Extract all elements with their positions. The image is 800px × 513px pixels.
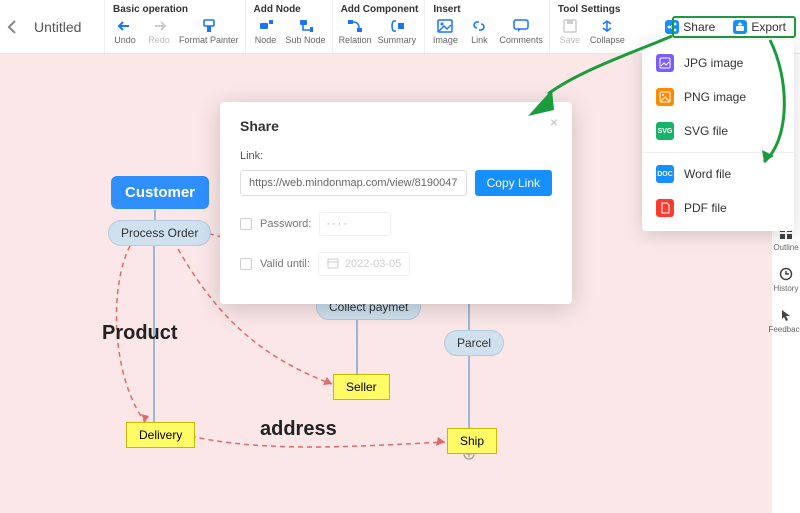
close-icon[interactable]: × [550, 114, 558, 130]
toolbar-group-title: Tool Settings [556, 4, 625, 15]
insert-image-button[interactable]: Image [431, 17, 459, 45]
add-node-button[interactable]: Node [252, 17, 280, 45]
toolbar-group-title: Add Component [339, 4, 419, 15]
toolbar-group-title: Basic operation [111, 4, 239, 15]
undo-icon [116, 17, 134, 35]
image-icon [436, 17, 454, 35]
valid-until-input[interactable]: 2022-03-05 [318, 252, 410, 276]
password-label: Password: [260, 218, 311, 230]
add-subnode-button[interactable]: Sub Node [286, 17, 326, 45]
share-modal: Share × Link: Copy Link Password: Valid … [220, 102, 572, 304]
relation-button[interactable]: Relation [339, 17, 372, 45]
link-icon [470, 17, 488, 35]
node-delivery[interactable]: Delivery [126, 422, 195, 448]
toolbar-group-add-component: Add Component Relation Summary [332, 0, 425, 53]
relation-icon [346, 17, 364, 35]
insert-link-button[interactable]: Link [465, 17, 493, 45]
collapse-icon [598, 17, 616, 35]
valid-until-label: Valid until: [260, 258, 310, 270]
share-link-label: Link: [240, 150, 552, 162]
format-painter-icon [200, 17, 218, 35]
node-customer[interactable]: Customer [111, 176, 209, 209]
history-icon [778, 266, 794, 282]
redo-icon [150, 17, 168, 35]
jpg-icon [656, 54, 674, 72]
export-dropdown: JPG image PNG image SVG SVG file DOC Wor… [642, 40, 794, 231]
redo-button[interactable]: Redo [145, 17, 173, 45]
svg-icon: SVG [656, 122, 674, 140]
node-parcel[interactable]: Parcel [444, 330, 504, 356]
pdf-icon [656, 199, 674, 217]
node-ship[interactable]: Ship [447, 428, 497, 454]
summary-icon [388, 17, 406, 35]
save-icon [561, 17, 579, 35]
rail-history-button[interactable]: History [774, 266, 799, 293]
valid-until-checkbox[interactable] [240, 258, 252, 270]
rail-feedback-button[interactable]: Feedback [768, 307, 800, 334]
toolbar-group-basic: Basic operation Undo Redo Format Painter [104, 0, 245, 53]
document-title[interactable]: Untitled [24, 0, 104, 53]
summary-button[interactable]: Summary [378, 17, 417, 45]
node-icon [257, 17, 275, 35]
edge-label-product: Product [102, 322, 178, 345]
node-process-order[interactable]: Process Order [108, 220, 211, 246]
dropdown-separator [642, 152, 794, 153]
subnode-icon [297, 17, 315, 35]
toolbar-group-title: Add Node [252, 4, 326, 15]
feedback-icon [778, 307, 794, 323]
node-seller[interactable]: Seller [333, 374, 390, 400]
share-icon [665, 20, 679, 34]
word-icon: DOC [656, 165, 674, 183]
undo-button[interactable]: Undo [111, 17, 139, 45]
toolbar: Basic operation Undo Redo Format Painter… [104, 0, 631, 53]
format-painter-button[interactable]: Format Painter [179, 17, 239, 45]
insert-comments-button[interactable]: Comments [499, 17, 543, 45]
export-pdf[interactable]: PDF file [642, 191, 794, 225]
export-icon [733, 20, 747, 34]
toolbar-group-add-node: Add Node Node Sub Node [245, 0, 332, 53]
png-icon [656, 88, 674, 106]
share-link-input[interactable] [240, 170, 467, 196]
comments-icon [512, 17, 530, 35]
calendar-icon [327, 257, 339, 272]
share-button[interactable]: Share [659, 17, 721, 37]
copy-link-button[interactable]: Copy Link [475, 170, 552, 196]
export-word[interactable]: DOC Word file [642, 157, 794, 191]
collapse-button[interactable]: Collapse [590, 17, 625, 45]
password-checkbox[interactable] [240, 218, 252, 230]
toolbar-group-title: Insert [431, 4, 543, 15]
export-jpg[interactable]: JPG image [642, 46, 794, 80]
toolbar-group-insert: Insert Image Link Comments [424, 0, 549, 53]
save-button[interactable]: Save [556, 17, 584, 45]
export-svg[interactable]: SVG SVG file [642, 114, 794, 148]
edge-label-address: address [260, 418, 337, 441]
toolbar-group-tool-settings: Tool Settings Save Collapse [549, 0, 631, 53]
export-button[interactable]: Export [727, 17, 792, 37]
export-png[interactable]: PNG image [642, 80, 794, 114]
back-button[interactable] [0, 0, 24, 53]
share-modal-title: Share [240, 118, 552, 134]
password-input[interactable] [319, 212, 391, 236]
